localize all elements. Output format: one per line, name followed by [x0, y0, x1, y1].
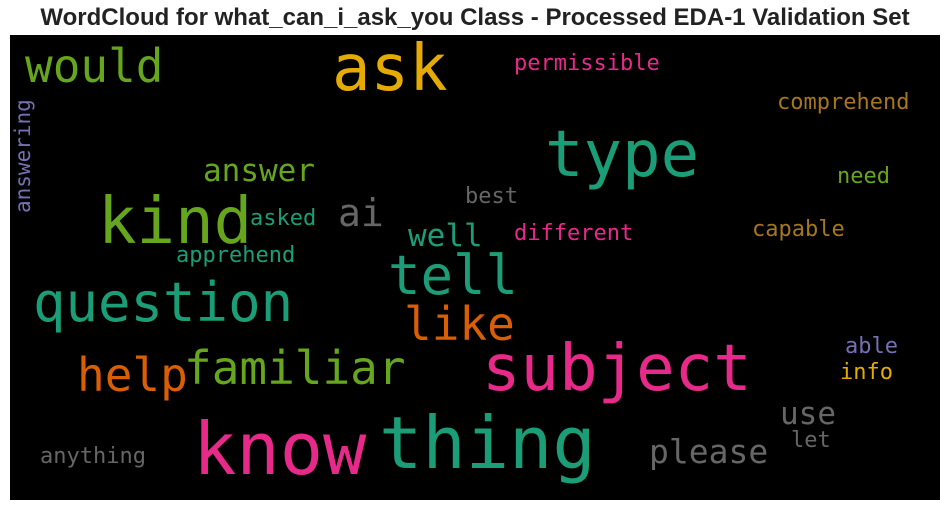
word-info: info	[840, 360, 893, 385]
word-answering: answering	[11, 99, 35, 213]
word-answer: answer	[203, 153, 315, 189]
word-use: use	[780, 396, 836, 432]
word-apprehend: apprehend	[176, 243, 296, 268]
word-thing: thing	[379, 401, 596, 485]
word-different: different	[514, 221, 634, 246]
word-anything: anything	[40, 444, 146, 469]
word-ask: ask	[332, 35, 448, 106]
word-familiar: familiar	[184, 341, 406, 395]
word-well: well	[408, 218, 483, 254]
word-permissible: permissible	[514, 51, 660, 76]
word-would: would	[25, 39, 164, 93]
word-subject: subject	[482, 332, 752, 406]
word-know: know	[193, 407, 367, 491]
word-ai: ai	[338, 191, 384, 235]
wordcloud-canvas: ask would permissible answering comprehend ty…	[10, 35, 940, 500]
word-need: need	[837, 164, 890, 189]
word-able: able	[845, 334, 898, 359]
word-help: help	[77, 348, 188, 402]
word-best: best	[465, 184, 518, 209]
word-capable: capable	[752, 217, 845, 242]
word-like: like	[404, 297, 515, 351]
word-question: question	[33, 271, 294, 334]
word-comprehend: comprehend	[777, 90, 910, 115]
word-asked: asked	[250, 206, 317, 231]
word-please: please	[649, 432, 769, 471]
word-tell: tell	[388, 244, 519, 307]
word-kind: kind	[98, 185, 253, 259]
chart-title: WordCloud for what_can_i_ask_you Class -…	[40, 4, 910, 31]
word-let: let	[791, 428, 831, 453]
word-type: type	[545, 118, 700, 192]
